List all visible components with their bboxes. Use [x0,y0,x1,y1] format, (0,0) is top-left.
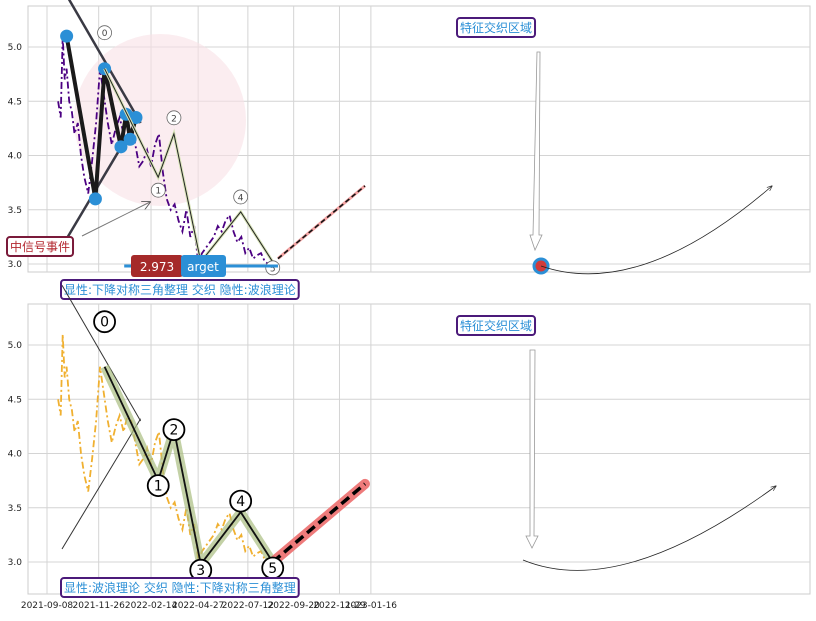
x-axis-ticks: 2021-09-08 2021-11-26 2022-02-142022-04-27… [21,601,397,611]
projection-line [271,482,367,564]
triangle-upper-line [67,0,142,124]
x-tick-label: 2022-07-12 [222,601,274,611]
wave-label-circle [265,260,281,276]
triangle-pivot-point [114,140,128,154]
signal-event-label: 中信号事件 [10,239,70,254]
target-value-label: 2.973 [140,260,174,274]
top-caption: 显性:下降对称三角整理 交织 隐性:波浪理论 [64,282,296,297]
y-tick-label: 4.5 [8,97,22,107]
signal-pointer-arrow [81,202,150,237]
wave-label-2: 2 [169,423,178,439]
pattern-halo [74,34,246,206]
wave-label-4: 4 [236,494,245,510]
region-pointer-arrow [525,349,539,549]
x-tick-label: 2021-11-26 [73,601,126,611]
projection-line [277,185,366,260]
x-tick-label: 2022-04-27 [172,601,224,611]
x-tick-label: 2022-02-14 [125,601,178,611]
triangle-pivot-point [60,29,74,43]
top-caption-box [60,279,300,300]
price-series-line [57,334,274,564]
triangle-pivot-point [123,132,137,146]
triangle-pivot-point [129,111,143,125]
wave-label-1: 1 [154,479,163,495]
bot-caption-box [60,577,300,598]
wave-label-circle [229,489,253,513]
top-y-ticks: 3.0 3.5 4.0 4.5 5.0 [8,43,23,270]
wave-label-circle [97,25,112,41]
bottom-panel-frame [27,303,811,595]
bottom-y-ticks: 3.0 3.5 4.0 4.5 5.0 [8,341,23,568]
wave-label-4: 4 [238,193,244,203]
y-tick-label: 4.5 [8,395,22,405]
top-region-label: 特征交织区域 [460,20,532,35]
wave-label-1: 1 [155,187,161,197]
x-tick-label: 2023-01-16 [345,601,398,611]
y-tick-label: 3.0 [8,558,23,568]
y-tick-label: 5.0 [8,341,23,351]
y-tick-label: 3.5 [8,504,22,514]
wave-label-0: 0 [100,315,109,331]
wave-label-circle [233,189,249,205]
y-tick-label: 4.0 [8,152,23,162]
bottom-panel: 3.03.54.04.55.0 2021-09-08 2021-11-26 2022… [8,285,811,611]
wave-label-circle [150,182,166,198]
x-tick-label: 2022-11-29 [313,601,366,611]
wave-label-0: 0 [102,29,108,39]
wave-label-2: 2 [171,114,177,124]
wave-label-5: 5 [268,561,277,577]
wave-label-circle [166,110,182,126]
region-pointer-arrow [529,51,543,252]
wave-label-circle [146,474,170,498]
triangle-upper-line [61,285,142,422]
top-region-label-box [456,17,537,38]
bottom-region-label: 特征交织区域 [460,318,532,333]
y-tick-label: 3.0 [8,260,23,270]
bottom-caption: 显性:波浪理论 交织 隐性:下降对称三角整理 [64,580,296,595]
x-tick-label: 2021-09-08 [21,601,74,611]
target-value-box [131,255,183,277]
wave-label-3: 3 [196,563,205,579]
target-word-box [181,255,226,277]
triangle-pivot-point [98,62,112,76]
y-tick-label: 4.0 [8,450,23,460]
wave-path-line [104,68,274,263]
price-series-line [57,36,274,266]
projection-curve-arrow [540,186,772,275]
y-tick-label: 5.0 [8,43,23,53]
top-signal-label-box [6,236,75,257]
bot-region-label-box [456,315,537,336]
triangle-pivot-point [88,192,102,206]
wave-label-circle [162,418,186,442]
triangle-lower-line [61,418,142,550]
wave-path-line [103,366,274,567]
wave-label-circle [93,310,116,334]
bottom-plot-area: 0 1 2 3 4 5 [57,285,776,582]
x-tick-label: 2022-09-20 [268,601,321,611]
y-tick-label: 3.5 [8,206,22,216]
projection-curve-arrow [522,486,776,571]
target-word-label: arget [187,260,219,274]
wave-label-5: 5 [270,264,276,274]
